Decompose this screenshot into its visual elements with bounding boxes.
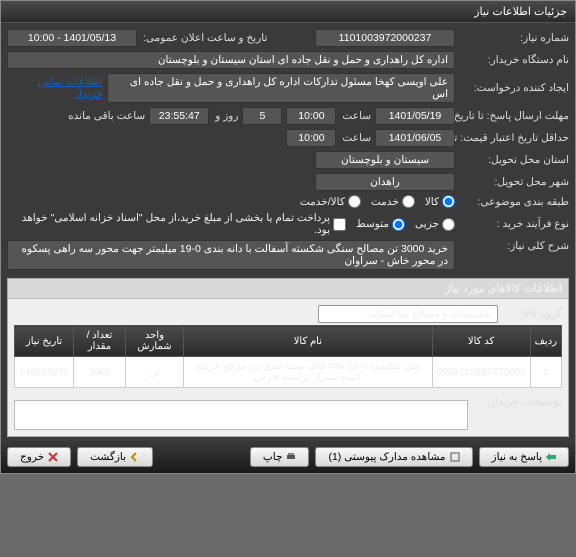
validity-date: 1401/06/05: [375, 129, 455, 147]
table-header: تاریخ نیاز: [15, 326, 74, 357]
response-deadline-label: مهلت ارسال پاسخ: تا تاریخ:: [459, 110, 569, 122]
response-date: 1401/05/19: [375, 107, 455, 125]
footer-bar: پاسخ به نیاز مشاهده مدارک پیوستی (1) چاپ…: [1, 441, 575, 473]
buyer-org-label: نام دستگاه خریدار:: [459, 54, 569, 66]
need-details-panel: جزئیات اطلاعات نیاز شماره نیاز: 11010039…: [0, 0, 576, 474]
reply-icon: [546, 452, 556, 462]
print-button[interactable]: چاپ: [250, 447, 310, 467]
cat-service-radio[interactable]: خدمت: [371, 195, 415, 208]
province-value: سیستان و بلوچستان: [315, 151, 455, 169]
table-cell: 1: [530, 357, 561, 388]
print-icon: [286, 452, 296, 462]
validity-time: 10:00: [286, 129, 336, 147]
need-desc-label: شرح کلی نیاز:: [459, 240, 569, 252]
table-cell: تن: [125, 357, 183, 388]
announce-label: تاریخ و ساعت اعلان عمومی:: [141, 32, 267, 44]
requester-value: علی اویسی کهخا مسئول تدارکات اداره کل را…: [107, 73, 455, 103]
pt-small-input[interactable]: [442, 218, 455, 231]
city-value: راهدان: [315, 173, 455, 191]
back-icon: [130, 452, 140, 462]
category-radio-group: کالا خدمت کالا/خدمت: [300, 195, 455, 208]
table-header: نام کالا: [184, 326, 432, 357]
announce-value: 1401/05/13 - 10:00: [7, 29, 137, 47]
buyer-notes-label: توضیحات خریدار:: [472, 396, 562, 408]
city-label: شهر محل تحویل:: [459, 176, 569, 188]
table-row[interactable]: 10933120887470004شن شکسته 0-19 mm فاقد ب…: [15, 357, 562, 388]
exit-icon: [48, 452, 58, 462]
items-title: اطلاعات کالاهای مورد نیاز: [8, 279, 568, 299]
validity-label: حداقل تاریخ اعتبار قیمت: تا تاریخ:: [459, 132, 569, 144]
cat-service-input[interactable]: [402, 195, 415, 208]
cat-goods-radio[interactable]: کالا: [425, 195, 455, 208]
attachments-button[interactable]: مشاهده مدارک پیوستی (1): [315, 447, 472, 467]
buyer-org-value: اداره کل راهداری و حمل و نقل جاده ای است…: [7, 51, 455, 69]
items-subpanel: اطلاعات کالاهای مورد نیاز گروه کالا: تاس…: [7, 278, 569, 437]
cat-goods-input[interactable]: [442, 195, 455, 208]
back-button[interactable]: بازگشت: [77, 447, 153, 467]
panel-title: جزئیات اطلاعات نیاز: [1, 1, 575, 23]
table-cell: 1401/05/30: [15, 357, 74, 388]
table-cell: شن شکسته 0-19 mm فاقد بسته بندی تن-مرجع …: [184, 357, 432, 388]
purchase-type-label: نوع فرآیند خرید :: [459, 218, 569, 230]
days-label: روز و: [213, 110, 238, 122]
requester-label: ایجاد کننده درخواست:: [459, 82, 569, 94]
table-header: تعداد / مقدار: [74, 326, 126, 357]
cat-both-radio[interactable]: کالا/خدمت: [300, 195, 361, 208]
need-form: شماره نیاز: 1101003972000237 تاریخ و ساع…: [1, 23, 575, 441]
buyer-contact-link[interactable]: اطلاعات تماس خریدار: [7, 76, 103, 100]
response-time: 10:00: [286, 107, 336, 125]
items-table: ردیفکد کالانام کالاواحد شمارشتعداد / مقد…: [14, 325, 562, 388]
remaining-label: ساعت باقی مانده: [66, 110, 145, 122]
pt-medium-input[interactable]: [392, 218, 405, 231]
table-header: واحد شمارش: [125, 326, 183, 357]
group-value: تاسیسات و مصالح ساختمانی: [318, 305, 498, 323]
pt-note-check[interactable]: پرداخت تمام یا بخشی از مبلغ خرید،از محل …: [7, 212, 346, 236]
group-label: گروه کالا:: [502, 308, 562, 320]
table-header: ردیف: [530, 326, 561, 357]
remaining-time: 23:55:47: [149, 107, 209, 125]
pt-small-radio[interactable]: جزیی: [415, 218, 455, 231]
days-value: 5: [242, 107, 282, 125]
province-label: استان محل تحویل:: [459, 154, 569, 166]
time-label-2: ساعت: [340, 132, 371, 144]
table-cell: 3000: [74, 357, 126, 388]
time-label-1: ساعت: [340, 110, 371, 122]
respond-button[interactable]: پاسخ به نیاز: [479, 447, 569, 467]
category-label: طبقه بندی موضوعی:: [459, 196, 569, 208]
buyer-notes-box: [14, 400, 468, 430]
purchase-type-group: جزیی متوسط پرداخت تمام یا بخشی از مبلغ خ…: [7, 212, 455, 236]
table-header: کد کالا: [432, 326, 530, 357]
exit-button[interactable]: خروج: [7, 447, 71, 467]
need-desc-value: خرید 3000 تن مصالح سنگی شکسته آسفالت با …: [7, 240, 455, 270]
need-number-value: 1101003972000237: [315, 29, 455, 47]
cat-both-input[interactable]: [348, 195, 361, 208]
attachment-icon: [450, 452, 460, 462]
need-number-label: شماره نیاز:: [459, 32, 569, 44]
pt-medium-radio[interactable]: متوسط: [356, 218, 405, 231]
pt-note-input[interactable]: [333, 218, 346, 231]
table-cell: 0933120887470004: [432, 357, 530, 388]
